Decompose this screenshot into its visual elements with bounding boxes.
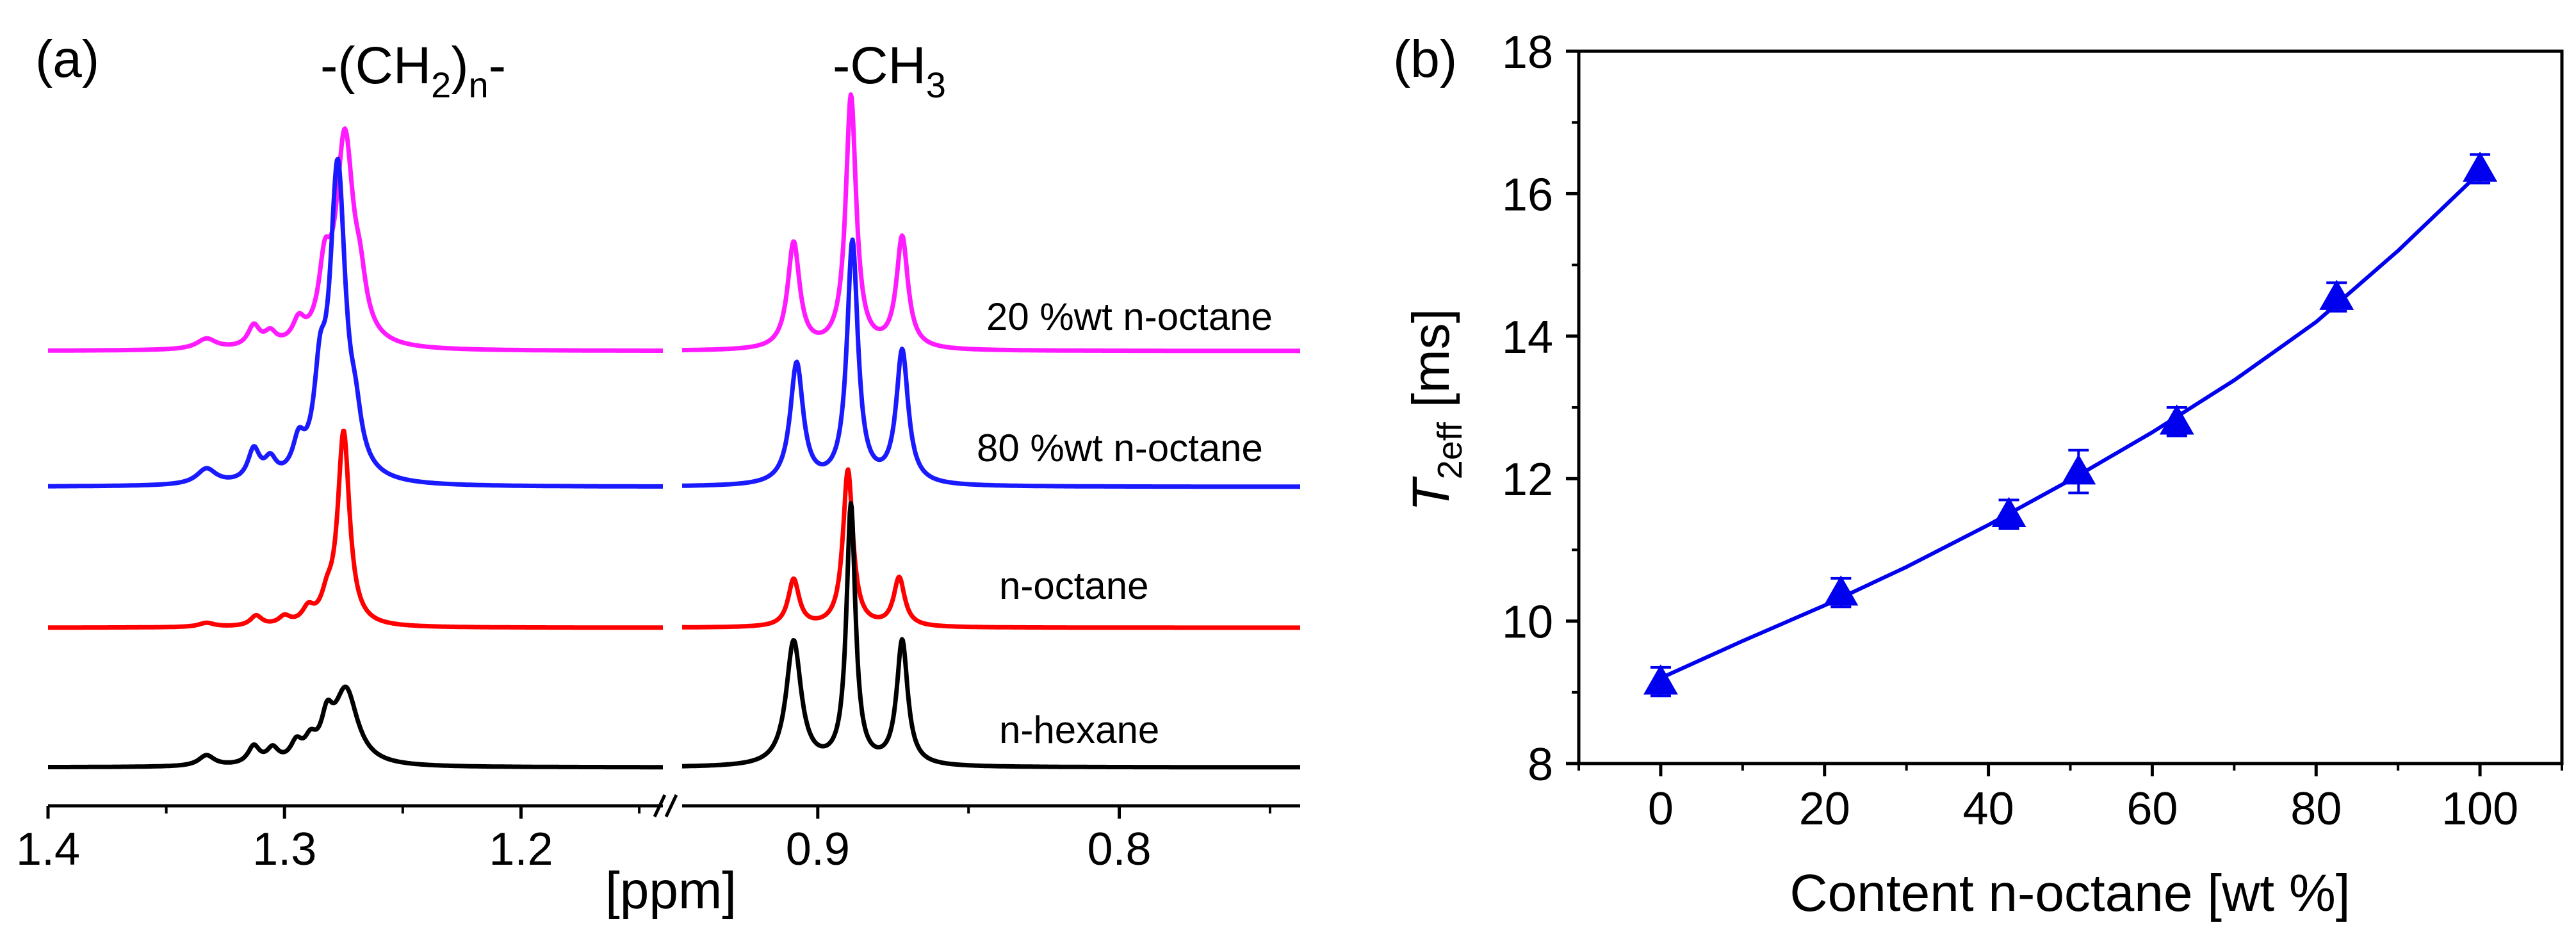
data-points	[1643, 151, 2498, 698]
x-tick-label-a: 0.9	[786, 824, 850, 875]
spectrum-line-n-octane-ch2	[46, 429, 665, 630]
x-tick-label-a: 1.2	[489, 824, 553, 875]
y-tick-label-b: 12	[1502, 454, 1553, 505]
y-tick-label-b: 18	[1502, 27, 1553, 78]
spectrum-line-n-hexane-ch3	[680, 501, 1302, 770]
x-tick-label-b: 0	[1648, 783, 1674, 835]
triangle-marker	[2463, 151, 2498, 182]
spectra-curves	[46, 92, 1302, 770]
x-tick-label-b: 20	[1799, 783, 1850, 835]
y-tick-label-b: 10	[1502, 597, 1553, 648]
y-axis-label-b: T2eff [ms]	[1402, 309, 1469, 512]
triangle-marker	[2061, 454, 2096, 485]
nmr-spectra-panel: (a) -(CH2)n- -CH3 20 %wt n-octane 80 %wt…	[16, 30, 1302, 920]
data-point	[1643, 664, 1678, 698]
spectrum-line-20-wt-n-octane-ch3	[680, 92, 1302, 354]
x-tick-label-b: 60	[2126, 783, 2178, 835]
x-axis-label-b: Content n-octane [wt %]	[1789, 864, 2350, 922]
triangle-marker	[2159, 404, 2194, 435]
data-point	[2463, 151, 2498, 184]
plot-frame	[1577, 49, 2564, 765]
triangle-marker	[2319, 279, 2354, 310]
y-tick-label-b: 14	[1502, 312, 1553, 363]
y-tick-label-b: 16	[1502, 169, 1553, 220]
x-axis-ticks-a: 1.4 1.3 1.2 0.9 0.8	[16, 806, 1271, 875]
data-point	[2319, 279, 2354, 313]
x-tick-label-b: 80	[2290, 783, 2342, 835]
triangle-marker	[1991, 496, 2026, 528]
data-point	[1823, 575, 1859, 609]
fit-curve	[1659, 170, 2482, 680]
spectrum-line-n-hexane-ch2	[46, 684, 665, 770]
x-tick-label-b: 40	[1963, 783, 2014, 835]
ch3-group-label: -CH3	[833, 37, 946, 105]
curve-label-n-hexane: n-hexane	[999, 708, 1159, 751]
x-tick-label-a: 1.4	[16, 824, 80, 875]
t2eff-scatter-panel: (b) 0 20 40 60 80 100 8 10 12 14 16 18 Content n-oc…	[1393, 27, 2564, 922]
spectrum-line-n-octane-ch3	[680, 467, 1302, 630]
ch2-group-label: -(CH2)n-	[320, 37, 506, 105]
panel-a-label: (a)	[35, 30, 99, 88]
axis-break-marker	[653, 794, 678, 818]
x-axis-label-a: [ppm]	[605, 862, 737, 920]
data-point	[2061, 448, 2096, 495]
x-tick-label-a: 1.3	[252, 824, 316, 875]
y-tick-label-b: 8	[1528, 739, 1553, 790]
spectrum-line-80-wt-n-octane-ch3	[680, 237, 1302, 489]
curve-label-n-octane: n-octane	[999, 564, 1149, 607]
x-tick-label-a: 0.8	[1088, 824, 1152, 875]
curve-label-20wt: 20 %wt n-octane	[986, 295, 1273, 338]
spectrum-line-20-wt-n-octane-ch2	[46, 126, 665, 353]
triangle-marker	[1823, 575, 1859, 606]
triangle-marker	[1643, 664, 1678, 695]
axis-ticks-b: 0 20 40 60 80 100 8 10 12 14 16 18	[1502, 27, 2563, 835]
fit-line	[1659, 170, 2482, 680]
spectrum-line-80-wt-n-octane-ch2	[46, 156, 665, 489]
data-point	[1991, 496, 2026, 530]
data-point	[2159, 404, 2194, 437]
panel-b-label: (b)	[1393, 30, 1457, 88]
x-tick-label-b: 100	[2441, 783, 2518, 835]
curve-label-80wt: 80 %wt n-octane	[977, 427, 1263, 470]
